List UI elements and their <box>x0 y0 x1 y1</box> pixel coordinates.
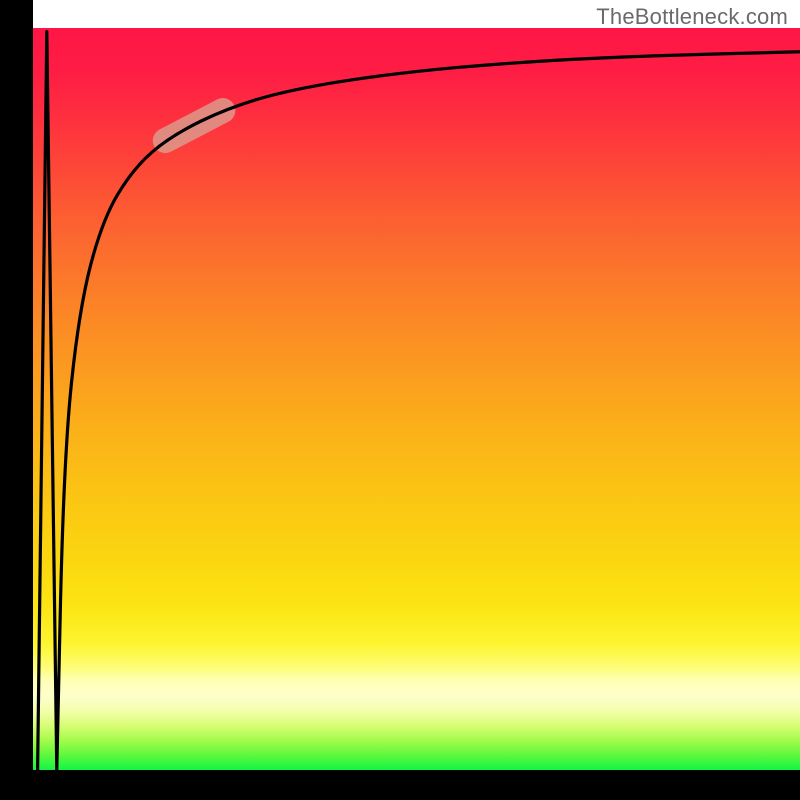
bottleneck-chart: TheBottleneck.com <box>0 0 800 800</box>
x-axis <box>0 770 800 800</box>
watermark-text: TheBottleneck.com <box>596 4 788 30</box>
chart-svg <box>0 0 800 800</box>
y-axis <box>0 0 33 800</box>
plot-background <box>33 28 800 770</box>
